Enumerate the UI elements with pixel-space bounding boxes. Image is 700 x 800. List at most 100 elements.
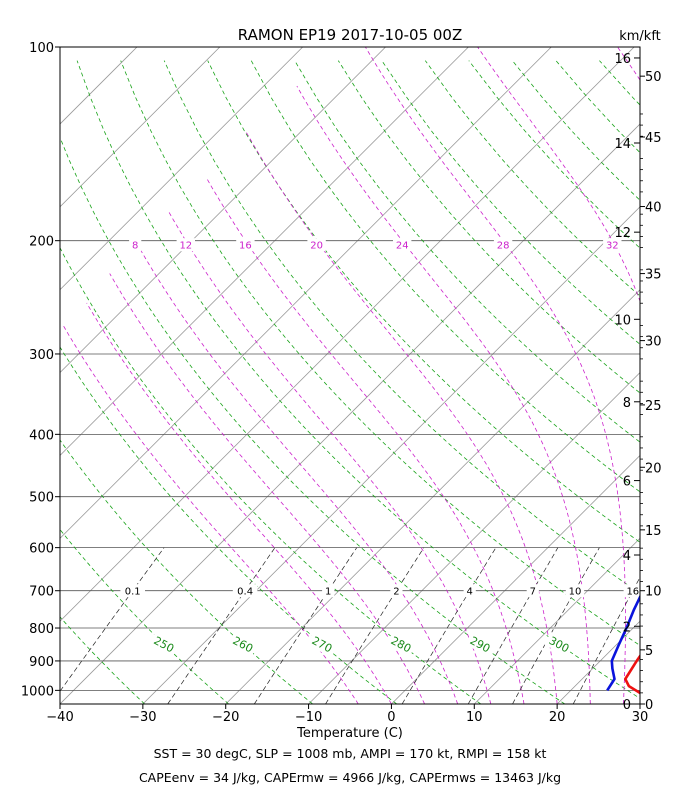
mixing-ratio-label-group: 1 bbox=[322, 584, 335, 598]
moist-adiabat-label-group: 16 bbox=[236, 238, 255, 252]
dry-adiabat-line bbox=[555, 60, 640, 154]
dry-adiabat-line bbox=[207, 60, 640, 543]
mixing-ratio-label-bg bbox=[565, 584, 585, 598]
x-axis-label: Temperature (C) bbox=[296, 726, 403, 740]
x-tick-label: −20 bbox=[212, 710, 239, 725]
dry-adiabat-label-bg bbox=[465, 631, 496, 657]
mixing-ratio-label-bg bbox=[623, 584, 640, 598]
profile-line bbox=[606, 594, 640, 692]
moist-adiabat-line bbox=[138, 247, 459, 704]
isotherm-line bbox=[308, 372, 640, 704]
x-tick-label: −10 bbox=[295, 710, 322, 725]
kft-tick-label: 30 bbox=[645, 335, 662, 350]
dry-adiabat-line bbox=[60, 616, 145, 704]
dry-adiabat-line bbox=[686, 61, 700, 704]
moist-adiabat-label: 8 bbox=[132, 240, 138, 251]
dry-adiabat-label-bg bbox=[544, 631, 575, 657]
moist-adiabat-label: 24 bbox=[396, 240, 409, 251]
isotherm-line bbox=[60, 47, 635, 622]
moist-adiabat-label-group: 28 bbox=[493, 238, 513, 252]
isotherm-line bbox=[60, 47, 138, 125]
dry-adiabat-line bbox=[599, 60, 640, 106]
isotherm-line bbox=[60, 47, 221, 208]
kft-tick-label: 35 bbox=[645, 268, 662, 283]
moist-adiabat-label-bg bbox=[129, 238, 142, 252]
pressure-tick-label: 100 bbox=[29, 41, 54, 56]
km-tick-label: 2 bbox=[623, 620, 631, 635]
dry-adiabat-label-group: 270 bbox=[307, 631, 338, 657]
dry-adiabat-label-group: 300 bbox=[544, 631, 575, 657]
moist-adiabat-label-bg bbox=[603, 238, 622, 252]
mixing-ratio-line bbox=[325, 547, 425, 704]
pressure-tick-label: 300 bbox=[29, 348, 54, 363]
pressure-tick-label: 200 bbox=[29, 235, 54, 250]
mixing-ratio-label: 0.4 bbox=[237, 586, 253, 597]
dry-adiabat-label-group: 250 bbox=[148, 631, 180, 657]
background-lines bbox=[60, 47, 700, 704]
mixing-ratio-line bbox=[254, 547, 358, 704]
moist-adiabat-line bbox=[206, 178, 525, 704]
mixing-ratio-label: 7 bbox=[530, 586, 536, 597]
mixing-ratio-label: 2 bbox=[393, 586, 399, 597]
moist-adiabat-line bbox=[477, 47, 640, 303]
moist-adiabat-line bbox=[168, 211, 492, 704]
mixing-ratio-label: 1 bbox=[325, 586, 331, 597]
x-tick-label: 30 bbox=[632, 710, 649, 725]
dry-adiabat-line bbox=[337, 60, 640, 394]
mixing-ratio-line bbox=[401, 547, 497, 704]
kft-tick-label: 20 bbox=[645, 461, 662, 476]
plot-frame bbox=[59, 46, 641, 705]
mixing-ratio-label-bg bbox=[322, 584, 335, 598]
x-tick-label: 20 bbox=[549, 710, 566, 725]
x-tick-label: −30 bbox=[129, 710, 156, 725]
pressure-tick-label: 400 bbox=[29, 428, 54, 443]
dry-adiabat-line bbox=[76, 60, 640, 699]
moist-adiabat-label: 16 bbox=[239, 240, 252, 251]
km-tick-label: 4 bbox=[623, 549, 631, 564]
dry-adiabat-line bbox=[60, 246, 482, 704]
moist-adiabat-label-bg bbox=[236, 238, 255, 252]
mixing-ratio-line bbox=[167, 547, 276, 704]
dry-adiabat-label-bg bbox=[386, 631, 417, 657]
isotherm-line bbox=[391, 454, 640, 704]
moist-adiabat-line bbox=[86, 302, 392, 704]
mixing-ratio-label-group: 10 bbox=[565, 584, 585, 598]
dry-adiabat-line bbox=[643, 61, 700, 704]
x-tick-label: 0 bbox=[387, 710, 395, 725]
moist-adiabat-line bbox=[296, 85, 591, 704]
km-tick-label: 8 bbox=[623, 396, 631, 411]
moist-adiabat-label-bg bbox=[176, 238, 195, 252]
kft-tick-label: 40 bbox=[645, 201, 662, 216]
mixing-ratio-label-group: 2 bbox=[390, 584, 403, 597]
moist-adiabat-label-bg bbox=[307, 238, 326, 252]
mixing-ratio-label-group: 0.4 bbox=[232, 584, 258, 598]
mixing-ratio-label-bg bbox=[120, 584, 145, 598]
mixing-ratio-label-bg bbox=[232, 584, 258, 598]
km-tick-label: 14 bbox=[614, 137, 631, 152]
mixing-ratio-label: 0.1 bbox=[125, 586, 141, 597]
pressure-tick-label: 1000 bbox=[21, 684, 54, 699]
mixing-ratio-label-group: 16 bbox=[623, 584, 640, 598]
moist-adiabat-line bbox=[365, 47, 626, 704]
dry-adiabat-line bbox=[60, 439, 313, 704]
moist-adiabat-label-bg bbox=[393, 238, 412, 252]
kft-tick-label: 25 bbox=[645, 399, 662, 414]
moist-adiabat-line bbox=[245, 130, 558, 704]
moist-adiabat-label-group: 20 bbox=[307, 238, 326, 252]
moist-adiabat-label-bg bbox=[493, 238, 513, 252]
isotherm-line bbox=[60, 123, 640, 704]
km-tick-label: 10 bbox=[614, 313, 631, 328]
dry-adiabat-line bbox=[60, 346, 397, 704]
dry-adiabat-line bbox=[60, 136, 566, 704]
isotherm-line bbox=[60, 47, 303, 291]
km-tick-label: 6 bbox=[623, 475, 631, 490]
isotherm-line bbox=[60, 47, 386, 374]
km-tick-label: 16 bbox=[614, 52, 631, 67]
mixing-ratio-label: 16 bbox=[626, 586, 639, 597]
dry-adiabat-line bbox=[511, 60, 640, 201]
moist-adiabat-label-group: 12 bbox=[176, 238, 195, 252]
kft-tick-label: 5 bbox=[645, 644, 653, 659]
moist-adiabat-label: 32 bbox=[606, 240, 619, 251]
mixing-ratio-label: 4 bbox=[467, 586, 473, 597]
